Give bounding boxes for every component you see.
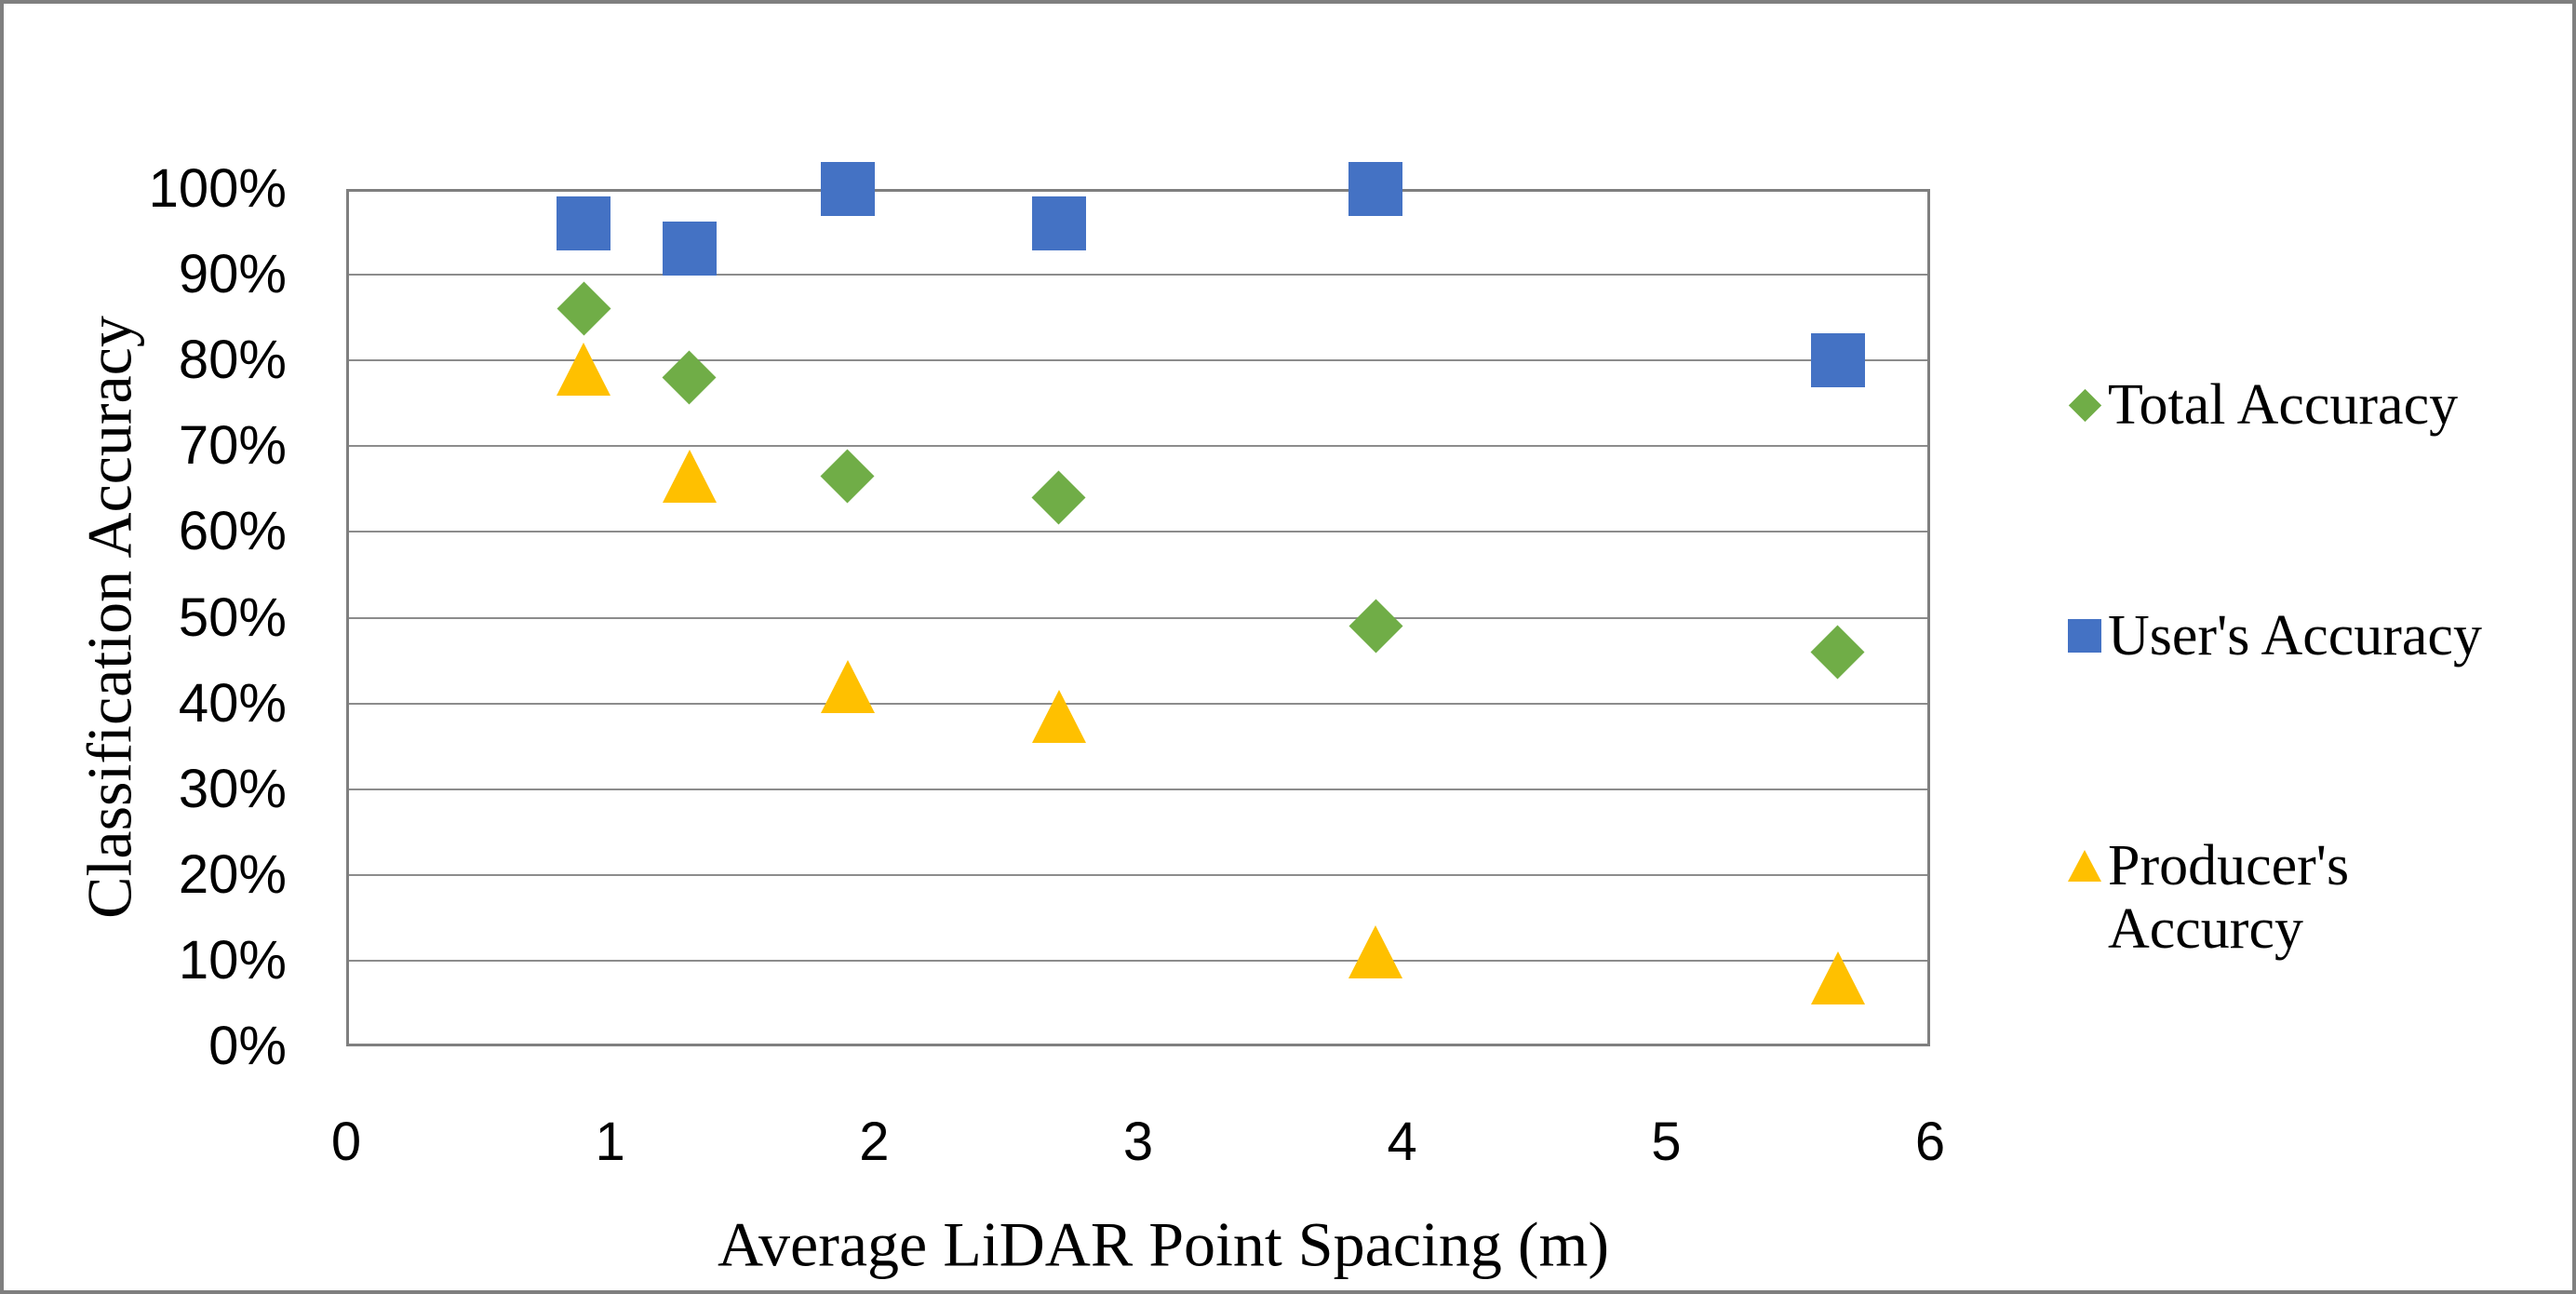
point-user-s-accuracy-5 [1810, 333, 1865, 388]
gridline-80% [349, 359, 1927, 362]
point-user-s-accuracy-2 [820, 162, 875, 216]
gridline-30% [349, 788, 1927, 790]
point-user-s-accuracy-1 [662, 222, 717, 276]
y-tick-label-100%: 100% [148, 158, 287, 219]
x-tick-label-5: 5 [1651, 1112, 1682, 1172]
x-tick-label-1: 1 [595, 1112, 625, 1172]
x-axis-title: Average LiDAR Point Spacing (m) [717, 1208, 1610, 1280]
gridline-10% [349, 959, 1927, 962]
x-tick-label-6: 6 [1914, 1112, 1946, 1172]
gridline-90% [349, 274, 1927, 276]
y-tick-label-90%: 90% [178, 244, 287, 305]
y-tick-label-70%: 70% [178, 415, 287, 477]
point-producer-s-accurcy-4 [1348, 925, 1403, 979]
point-user-s-accuracy-0 [557, 195, 611, 250]
y-tick-label-80%: 80% [178, 330, 287, 391]
point-producer-s-accurcy-2 [820, 659, 875, 713]
point-producer-s-accurcy-0 [557, 342, 611, 396]
x-tick-label-4: 4 [1387, 1112, 1417, 1172]
y-tick-label-0%: 0% [208, 1016, 287, 1076]
legend-label-producer-s-accurcy-line-0: Producer's [2108, 834, 2350, 897]
gridline-40% [349, 702, 1927, 705]
y-tick-label-60%: 60% [178, 501, 287, 562]
legend-square-icon-user-s-accuracy [2068, 619, 2101, 653]
y-tick-label-10%: 10% [178, 929, 287, 991]
y-tick-label-30%: 30% [178, 758, 287, 819]
point-user-s-accuracy-3 [1031, 195, 1086, 250]
gridline-50% [349, 616, 1927, 619]
y-tick-label-50%: 50% [178, 586, 287, 648]
point-producer-s-accurcy-1 [662, 450, 717, 504]
point-producer-s-accurcy-5 [1810, 950, 1865, 1004]
gridline-70% [349, 445, 1927, 448]
legend-label-total-accuracy-line-0: Total Accuracy [2108, 373, 2459, 437]
gridline-20% [349, 873, 1927, 876]
legend-triangle-icon-producer-s-accurcy [2068, 850, 2101, 882]
y-tick-label-40%: 40% [178, 672, 287, 734]
legend-label-user-s-accuracy-line-0: User's Accuracy [2108, 604, 2482, 667]
x-tick-label-2: 2 [859, 1112, 890, 1172]
point-user-s-accuracy-4 [1348, 162, 1403, 216]
x-tick-label-0: 0 [330, 1112, 362, 1172]
plot-area [346, 189, 1930, 1046]
x-tick-label-3: 3 [1122, 1112, 1154, 1172]
gridline-60% [349, 531, 1927, 533]
point-producer-s-accurcy-3 [1031, 689, 1086, 743]
legend-label-producer-s-accurcy-line-1: Accurcy [2108, 897, 2303, 961]
y-tick-label-20%: 20% [178, 843, 287, 905]
legend-diamond-icon-total-accuracy [2068, 388, 2101, 422]
